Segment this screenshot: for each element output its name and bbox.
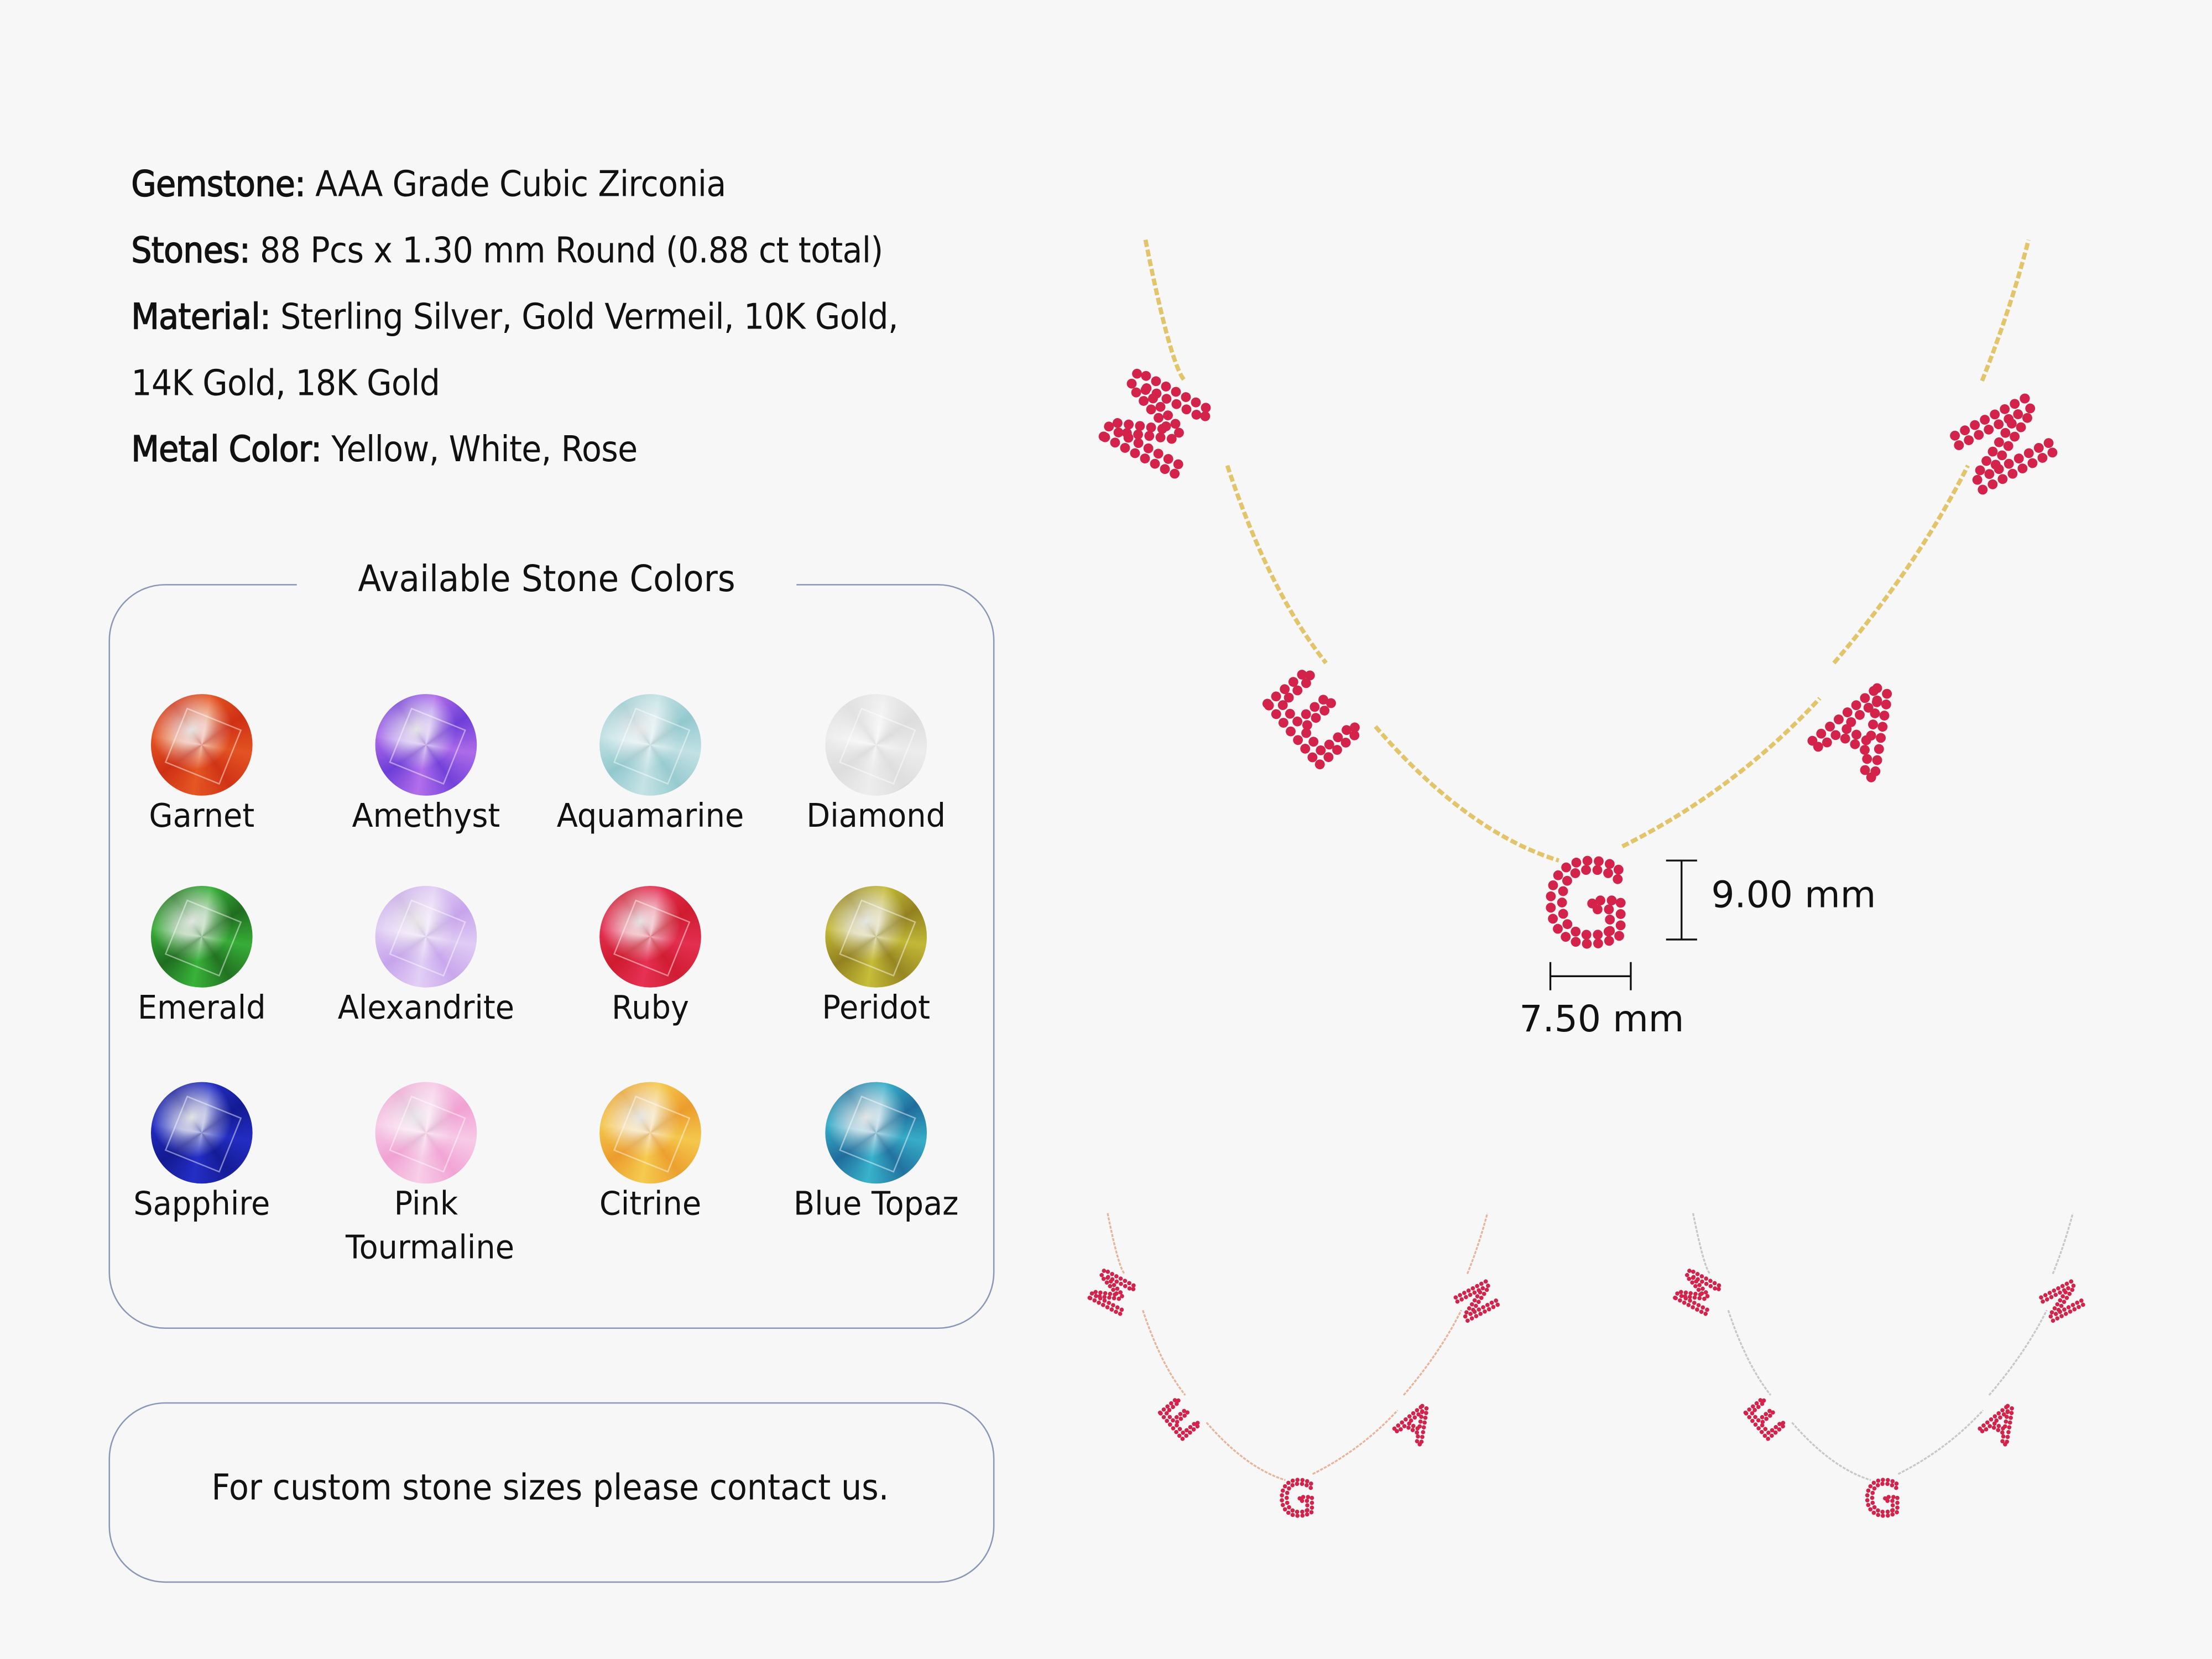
gem-swatch-alexandrite[interactable] [375,886,477,988]
gem-swatch-aquamarine[interactable] [599,694,701,796]
necklace-white: M E G A N [1663,1213,2095,1529]
contact-panel [108,1402,995,1583]
gem-swatch-peridot[interactable] [825,886,927,988]
gem-label: Diamond [806,798,946,836]
width-dimension-label: 7.50 mm [1519,999,1684,1041]
letter-pendant-a: A [1387,1392,1443,1455]
spec-value: Sterling Silver, Gold Vermeil, 10K Gold, [270,296,899,337]
spec-label: Material: [131,296,272,338]
gem-swatch-diamond[interactable] [825,694,927,796]
gem-label: Sapphire [133,1186,270,1223]
chain [1107,1213,1489,1481]
letter-pendant-g: G [1865,1472,1901,1527]
letter-pendant-n: N [1443,1273,1507,1330]
contact-note: For custom stone sizes please contact us… [211,1467,889,1509]
spec-line: 14K Gold, 18K Gold [131,363,440,404]
gem-swatch-garnet[interactable] [150,694,253,796]
gem-swatch-amethyst[interactable] [375,694,477,796]
gem-swatch-sapphire[interactable] [150,1082,253,1184]
height-dimension-label: 9.00 mm [1711,874,1876,917]
spec-line: Metal Color: Yellow, White, Rose [131,429,638,471]
spec-line: Stones: 88 Pcs x 1.30 mm Round (0.88 ct … [131,229,884,272]
letter-pendant-e: E [1245,649,1380,792]
gem-swatch-ruby[interactable] [599,886,701,988]
letter-pendant-m: M [1665,1262,1733,1324]
gem-label: Amethyst [352,798,500,836]
letter-pendant-a: A [1973,1392,2028,1455]
letter-pendant-e: E [1151,1390,1209,1451]
chain [1692,1213,2074,1481]
chain [1143,239,2031,863]
gem-label: Alexandrite [337,990,515,1027]
spec-label: Metal Color: [131,429,322,471]
gem-swatch-emerald[interactable] [150,886,253,988]
letter-pendant-n: N [2028,1273,2093,1330]
height-dimension-line [1666,859,1697,941]
spec-value: 88 Pcs x 1.30 mm Round (0.88 ct total) [250,229,883,271]
letter-pendant-g: G [1279,1472,1316,1527]
necklace-yellow: M E G A N [1074,239,2083,973]
gem-swatch-blue-topaz[interactable] [825,1082,927,1184]
letter-pendant-a: A [1797,653,1926,802]
gem-label: Blue Topaz [793,1186,959,1223]
letter-pendant-g: G [1545,840,1630,968]
letter-pendant-m: M [1080,1262,1147,1324]
spec-value: 14K Gold, 18K Gold [131,362,440,404]
spec-value: AAA Grade Cubic Zirconia [305,163,726,205]
letter-pendant-e: E [1736,1390,1794,1451]
stone-colors-title: Available Stone Colors [296,559,797,601]
letter-pendant-n: N [1926,379,2078,512]
gem-label: Citrine [599,1186,702,1223]
spec-value: Yellow, White, Rose [321,429,638,470]
gem-label: Ruby [612,990,689,1027]
gem-label: Pink Tourmaline [345,1186,515,1267]
gem-label: Emerald [137,990,266,1027]
gem-label: Peridot [822,990,931,1027]
letter-pendant-m: M [1079,352,1237,495]
spec-line: Material: Sterling Silver, Gold Vermeil,… [131,296,899,338]
spec-label: Stones: [131,229,251,272]
necklace-rose: M E G A N [1078,1213,1510,1529]
spec-label: Gemstone: [131,163,306,205]
spec-line: Gemstone: AAA Grade Cubic Zirconia [131,163,727,205]
gem-label: Aquamarine [556,798,744,836]
gem-swatch-pink-tourmaline[interactable] [375,1082,477,1184]
width-dimension-line [1549,962,1632,990]
gem-swatch-citrine[interactable] [599,1082,701,1184]
gem-label: Garnet [149,798,255,836]
